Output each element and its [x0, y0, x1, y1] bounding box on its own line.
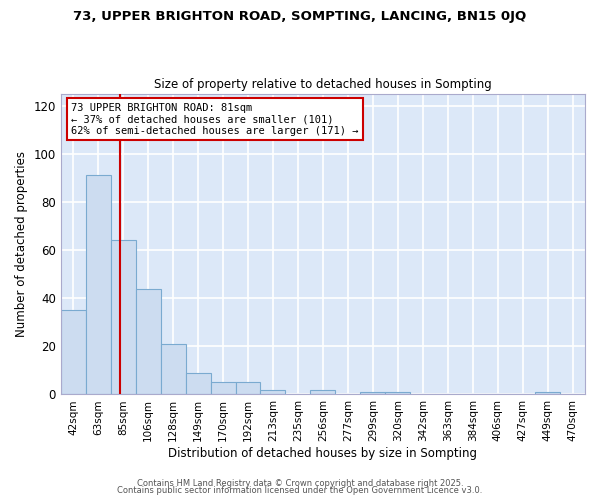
Bar	[185, 373, 211, 394]
Bar	[61, 310, 86, 394]
Bar	[535, 392, 560, 394]
Title: Size of property relative to detached houses in Sompting: Size of property relative to detached ho…	[154, 78, 492, 91]
Bar	[385, 392, 410, 394]
Bar	[86, 176, 111, 394]
Text: 73 UPPER BRIGHTON ROAD: 81sqm
← 37% of detached houses are smaller (101)
62% of : 73 UPPER BRIGHTON ROAD: 81sqm ← 37% of d…	[71, 102, 359, 136]
Text: Contains HM Land Registry data © Crown copyright and database right 2025.: Contains HM Land Registry data © Crown c…	[137, 478, 463, 488]
Bar	[361, 392, 385, 394]
Text: 73, UPPER BRIGHTON ROAD, SOMPTING, LANCING, BN15 0JQ: 73, UPPER BRIGHTON ROAD, SOMPTING, LANCI…	[73, 10, 527, 23]
Bar	[111, 240, 136, 394]
Bar	[211, 382, 236, 394]
Bar	[136, 288, 161, 395]
Bar	[310, 390, 335, 394]
Bar	[236, 382, 260, 394]
Bar	[161, 344, 185, 395]
Bar	[260, 390, 286, 394]
Text: Contains public sector information licensed under the Open Government Licence v3: Contains public sector information licen…	[118, 486, 482, 495]
X-axis label: Distribution of detached houses by size in Sompting: Distribution of detached houses by size …	[169, 447, 478, 460]
Y-axis label: Number of detached properties: Number of detached properties	[15, 151, 28, 337]
